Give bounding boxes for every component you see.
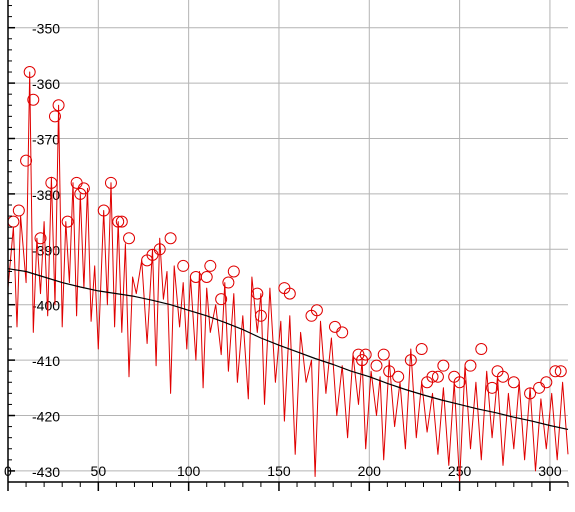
peak-marker (97, 204, 110, 217)
peak-marker (200, 271, 213, 284)
peak-marker (52, 99, 65, 112)
x-tick-label: 50 (91, 463, 107, 479)
peak-marker (507, 376, 520, 389)
trend-line (7, 268, 569, 430)
peak-marker (437, 359, 450, 372)
peak-marker (524, 387, 537, 400)
peak-marker (227, 265, 240, 278)
axes (7, 0, 569, 491)
y-tick-label: -420 (32, 409, 60, 425)
x-tick-label: 300 (538, 463, 562, 479)
peak-marker (23, 66, 36, 79)
y-tick-label: -370 (32, 132, 60, 148)
peak-marker (540, 376, 553, 389)
peak-marker (453, 376, 466, 389)
peak-marker (153, 243, 166, 256)
x-tick-label: 200 (358, 463, 382, 479)
peak-marker (533, 381, 546, 394)
peak-marker (392, 370, 405, 383)
peak-marker (383, 365, 396, 378)
x-tick-label: 150 (267, 463, 291, 479)
peak-marker (370, 359, 383, 372)
peak-marker (426, 370, 439, 383)
peak-marker (377, 348, 390, 361)
peak-marker (222, 276, 235, 289)
peak-marker (115, 215, 128, 228)
peak-marker (7, 215, 20, 228)
peak-marker (464, 359, 477, 372)
peak-marker (104, 176, 117, 189)
peak-marker (496, 370, 509, 383)
series-group (7, 71, 569, 483)
peak-marker (359, 348, 372, 361)
peak-marker (310, 304, 323, 317)
peak-marker (328, 320, 341, 333)
peak-marker (164, 232, 177, 245)
y-tick-label: -430 (32, 464, 60, 480)
y-tick-label: -350 (32, 21, 60, 37)
y-tick-label: -400 (32, 298, 60, 314)
y-tick-label: -380 (32, 187, 60, 203)
peak-marker (27, 93, 40, 106)
peak-marker (475, 343, 488, 356)
peak-marker (20, 154, 33, 167)
peak-marker (61, 215, 74, 228)
peak-marker (254, 309, 267, 322)
y-tick-label: -360 (32, 76, 60, 92)
peak-marker (251, 287, 264, 300)
peak-marker (215, 293, 228, 306)
peak-marker (415, 343, 428, 356)
x-tick-label: 100 (177, 463, 201, 479)
peak-marker (177, 259, 190, 272)
y-tick-label: -410 (32, 353, 60, 369)
peak-marker (204, 259, 217, 272)
peak-marker (283, 287, 296, 300)
peak-marker (404, 354, 417, 367)
peak-marker (112, 215, 125, 228)
peak-marker (549, 365, 562, 378)
peak-marker (77, 182, 90, 195)
peak-markers (7, 66, 567, 400)
peak-marker (45, 176, 58, 189)
peak-marker (34, 232, 47, 245)
peak-marker (554, 365, 567, 378)
spectrum-line (7, 71, 569, 483)
y-axis-tick-labels: -350-360-370-380-390-400-410-420-430 (32, 21, 60, 480)
peak-marker (431, 370, 444, 383)
peak-marker (123, 232, 136, 245)
peak-marker (48, 110, 61, 123)
peak-marker (12, 204, 25, 217)
peak-marker (336, 326, 349, 339)
peak-marker (486, 381, 499, 394)
